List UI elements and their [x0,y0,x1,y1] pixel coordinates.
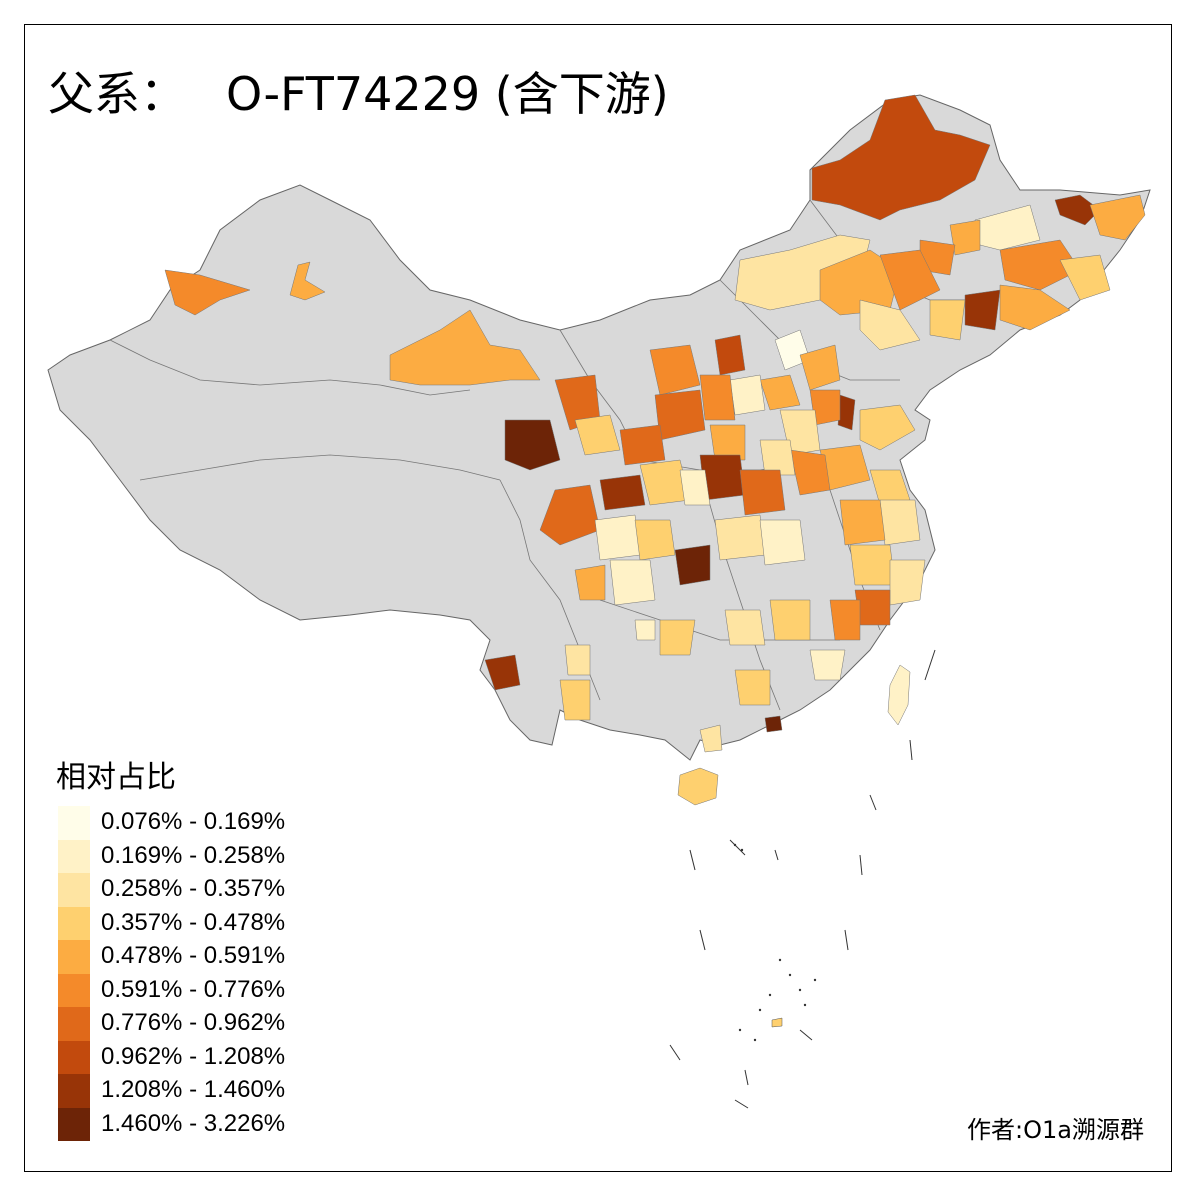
legend-swatch [58,1074,90,1108]
region-sc-2 [634,519,676,561]
region-gs-1 [389,309,541,386]
map-title: 父系： O-FT74229 (含下游) [48,58,669,124]
region-hn-3 [724,609,766,646]
legend-label: 0.776% - 0.962% [101,1009,286,1036]
region-sc-7 [759,519,806,566]
legend-swatch [58,873,90,907]
title-main: O-FT74229 (含下游) [226,67,669,121]
region-hainan [677,767,719,806]
island-dots [733,843,817,1042]
region-nc-10 [729,374,766,416]
region-sx-8 [739,469,786,516]
region-sc-1 [594,514,641,561]
legend-swatch [58,839,90,873]
prefecture-regions [164,94,1146,806]
region-js-2 [839,499,886,546]
legend-label: 0.169% - 0.258% [101,841,286,869]
region-im-3 [879,249,941,311]
region-sx-3 [649,344,701,396]
spratly-highlight [771,1017,783,1028]
region-js-4 [889,559,926,606]
legend-swatch [58,1107,90,1141]
legend-swatch [58,806,90,840]
region-taiwan [887,664,911,726]
region-nc-11 [789,449,831,496]
region-sc-3 [674,544,711,586]
legend-title: 相对占比 [56,760,176,795]
legend-label: 0.591% - 0.776% [101,975,286,1003]
legend-label: 1.208% - 1.460% [101,1076,286,1103]
legend-label: 0.962% - 1.208% [101,1042,286,1070]
legend-label: 0.357% - 0.478% [101,908,286,936]
region-gs-5 [599,474,646,511]
region-ne-1 [1054,194,1101,226]
region-nc-7 [859,404,916,451]
region-yn-2 [559,679,591,721]
region-sx-2 [699,374,736,421]
region-hn-4 [659,619,696,656]
legend-swatch [58,973,90,1007]
region-yn-3 [564,644,591,676]
region-ne-7 [1059,254,1111,301]
region-hn-6 [699,724,723,753]
legend-swatch [58,1007,90,1041]
region-nc-3 [837,394,856,431]
legend-label: 0.478% - 0.591% [101,942,286,969]
region-im-4 [859,299,921,351]
region-sc-6 [714,514,766,561]
region-ne-10 [929,299,966,341]
region-gs-3 [504,419,561,471]
legend-swatch [58,1040,90,1074]
legend-swatch [58,906,90,940]
region-hn-1 [769,599,811,641]
legend-swatch [58,940,90,974]
region-nc-12 [759,439,796,476]
region-js-6 [829,599,861,641]
region-js-1 [879,499,921,546]
region-yn-1 [484,654,521,691]
region-gs-6 [539,484,601,546]
region-hn-5 [734,669,771,706]
region-sx-10 [679,469,711,506]
legend-label: 0.258% - 0.357% [101,875,286,902]
region-gs-4 [574,414,621,456]
region-ne-8 [999,284,1071,331]
region-js-3 [849,544,896,586]
region-sx-6 [619,424,666,466]
region-sx-1 [714,334,746,376]
region-ne-9 [964,289,1001,331]
legend-label: 1.460% - 3.226% [101,1109,286,1137]
region-hn-2 [809,649,846,681]
region-nc-5 [759,374,801,411]
legend-label: 0.076% - 0.169% [101,808,286,835]
region-sx-5 [709,424,746,461]
title-prefix: 父系： [48,67,186,121]
region-sc-4 [574,564,606,601]
author-credit: 作者:O1a溯源群 [967,1116,1144,1144]
region-xj-1 [164,269,251,316]
south-china-sea-islands [669,649,936,1109]
region-ne-4 [999,239,1081,291]
map-frame [24,24,1172,1172]
region-hulunbuir [811,94,991,221]
region-hn-7 [764,715,783,733]
region-nc-2 [799,344,841,391]
region-xj-2 [289,261,326,301]
region-sc-5 [609,559,656,606]
region-ne-2 [1089,194,1146,241]
region-yn-4 [634,619,656,641]
region-ne-5 [949,219,981,256]
